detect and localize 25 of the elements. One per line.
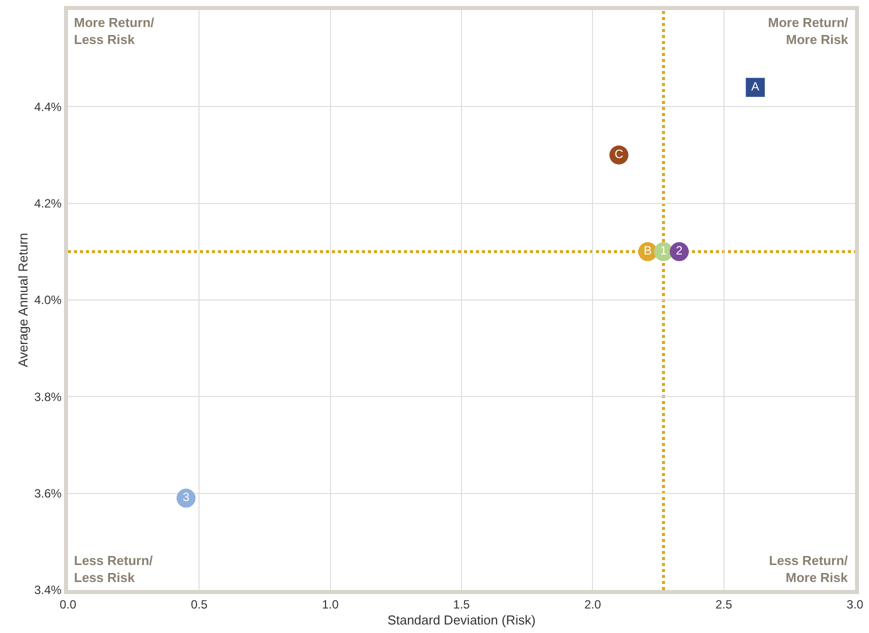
x-tick-label: 3.0	[846, 597, 864, 612]
x-tick-label: 1.0	[322, 597, 339, 612]
y-tick-label: 4.4%	[34, 100, 62, 114]
y-tick-label: 3.6%	[34, 486, 62, 501]
x-tick-label: 0.0	[60, 597, 77, 612]
x-tick-label: 1.5	[453, 597, 470, 612]
series-label: 3	[182, 490, 190, 504]
series-label: C	[614, 147, 624, 161]
x-tick-label: 2.0	[584, 597, 602, 612]
annotation: Less Return/ More Risk	[769, 553, 849, 585]
annotation: More Return/ More Risk	[768, 15, 849, 47]
y-tick-label: 4.0%	[34, 293, 62, 308]
x-tick-label: 2.5	[715, 597, 732, 612]
annotation: Less Return/ Less Risk	[74, 553, 154, 585]
x-tick-label: 0.5	[190, 597, 208, 612]
x-axis-title: Standard Deviation (Risk)	[387, 612, 536, 628]
y-tick-label: 3.8%	[34, 390, 62, 404]
y-tick-label: 4.2%	[34, 196, 62, 211]
annotation: More Return/ Less Risk	[74, 15, 155, 47]
series-label: B	[644, 244, 652, 258]
series-label: 1	[660, 244, 668, 258]
series-label: A	[751, 79, 760, 94]
series-label: 2	[676, 244, 683, 258]
y-tick-label: 3.4%	[34, 583, 62, 598]
y-axis-title: Average Annual Return	[16, 232, 31, 368]
